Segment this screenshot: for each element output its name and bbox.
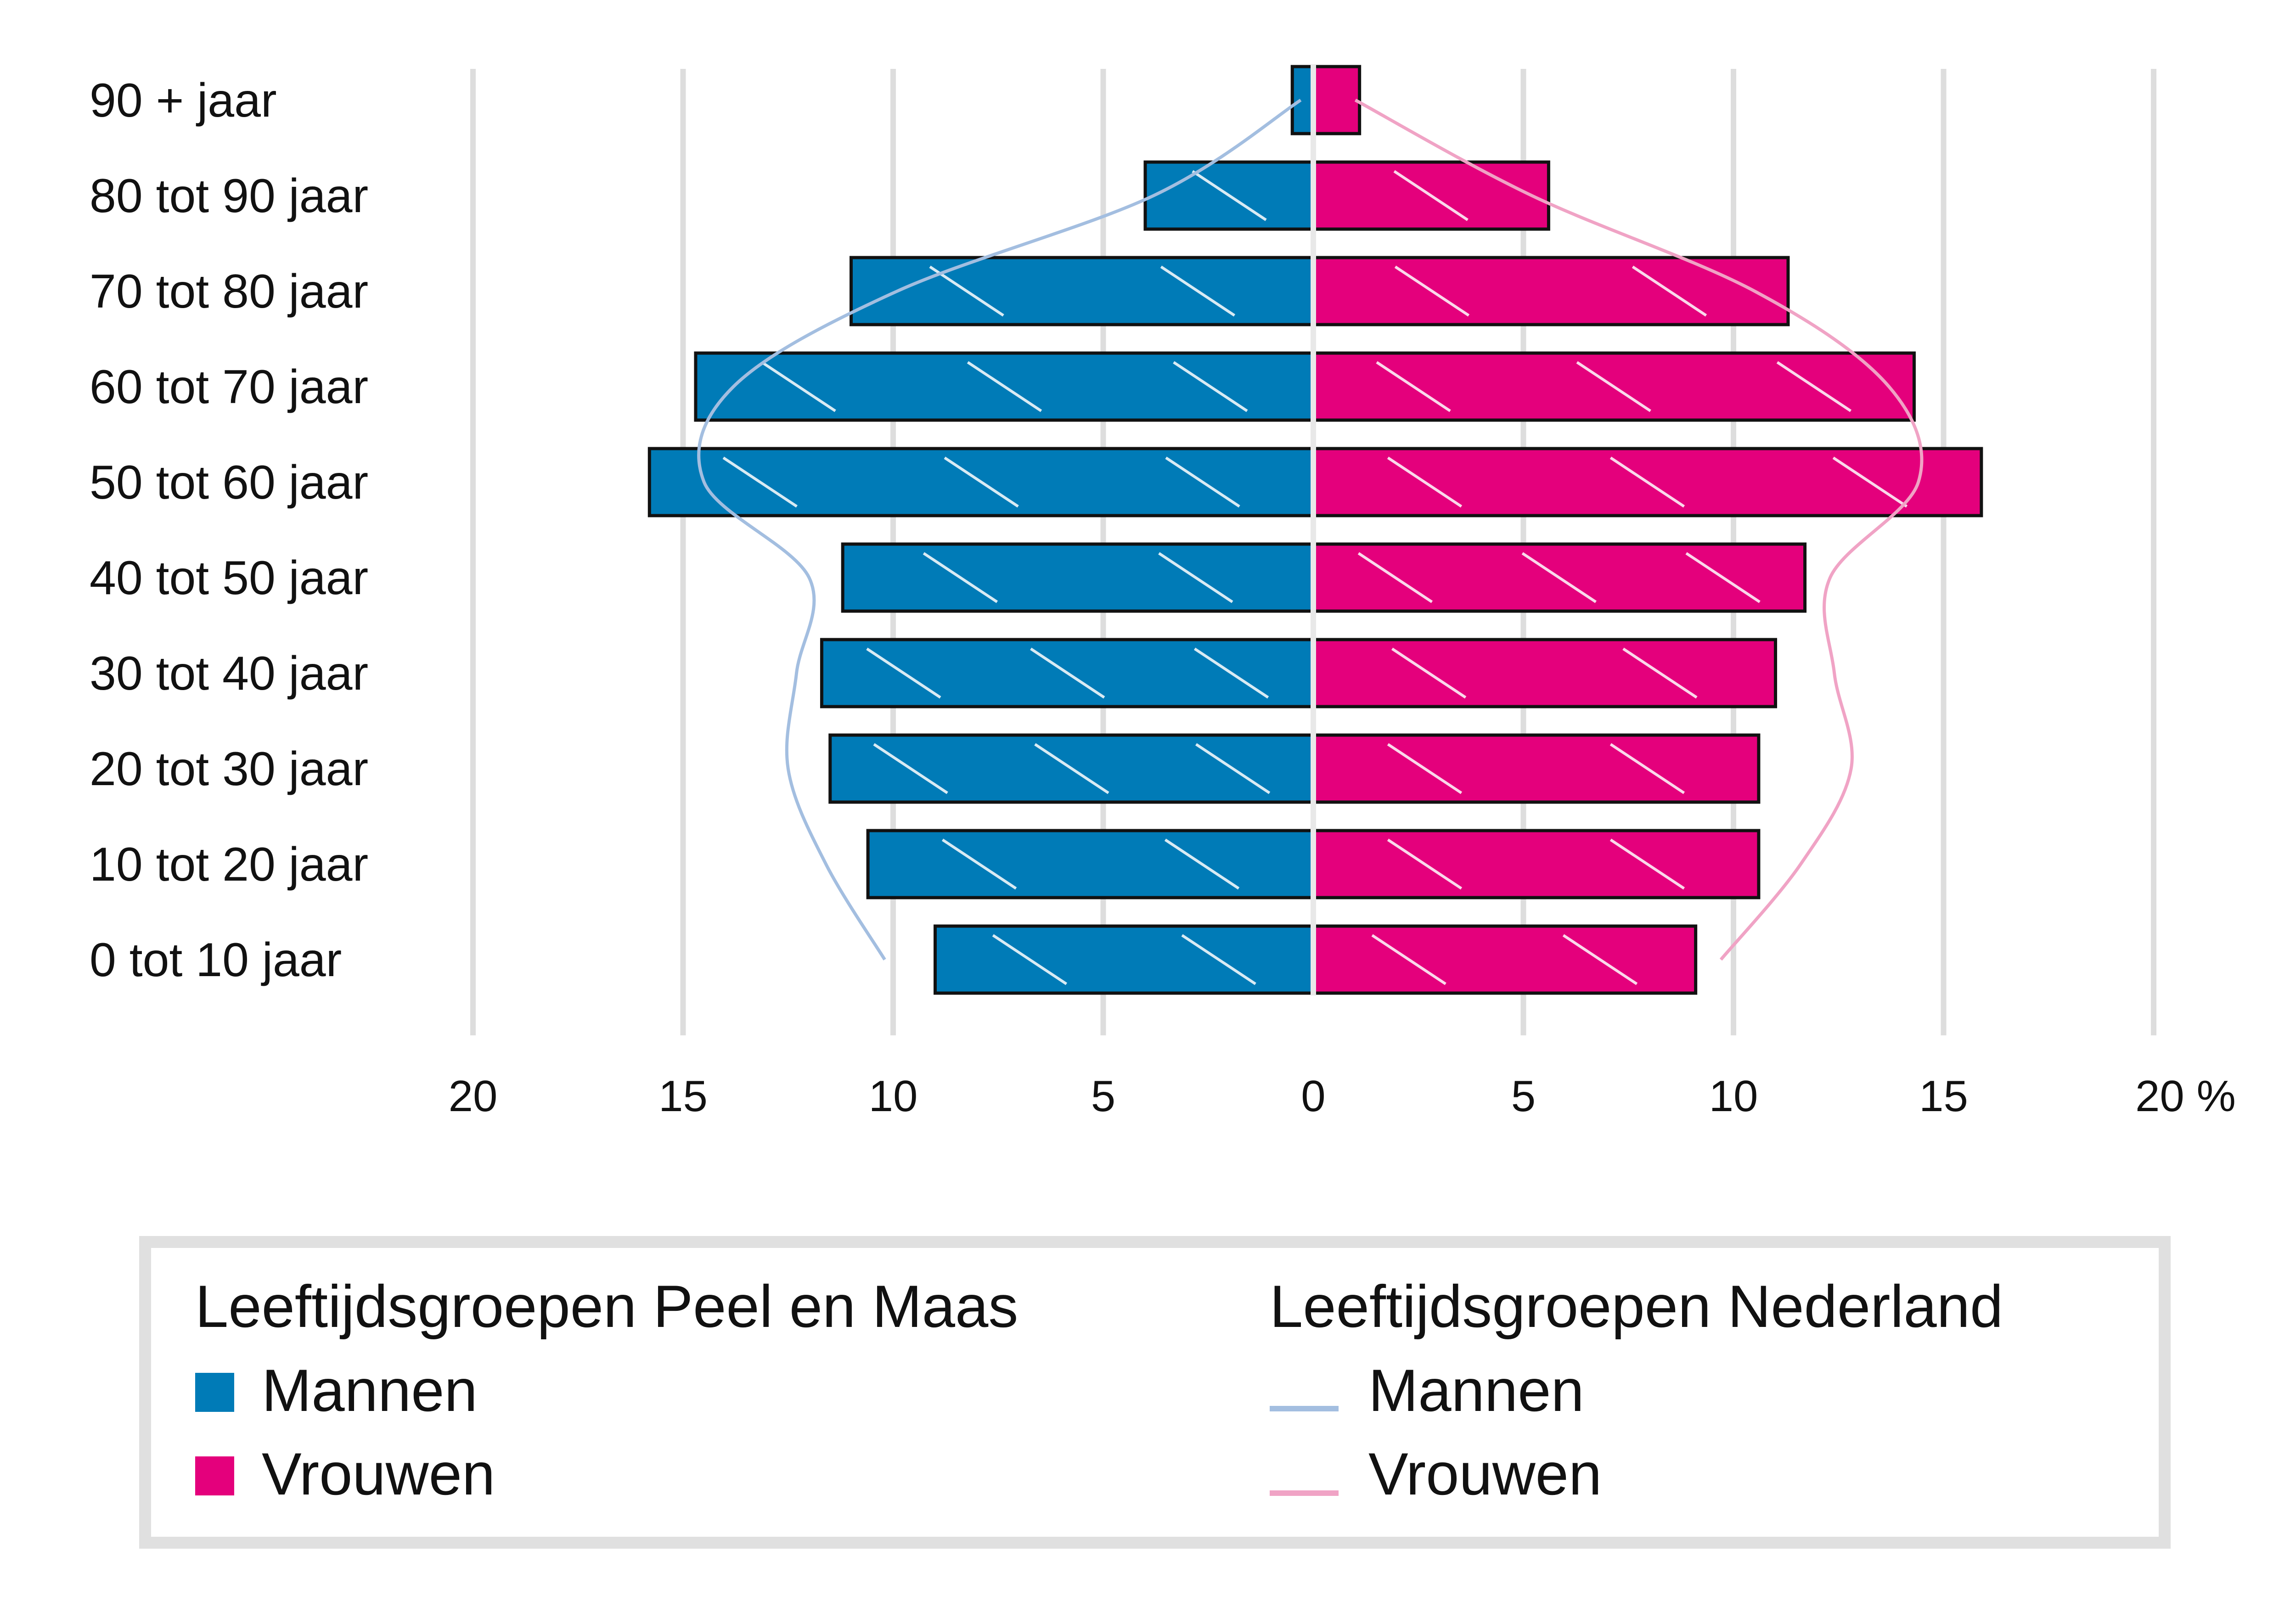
category-label: 40 tot 50 jaar [90, 551, 368, 605]
category-label: 80 tot 90 jaar [90, 169, 368, 223]
category-label: 50 tot 60 jaar [90, 456, 368, 509]
bar-hatch [873, 743, 948, 794]
bars [647, 64, 1983, 995]
bar-vrouwen [1311, 924, 1698, 995]
category-label: 0 tot 10 jaar [90, 933, 342, 987]
legend-box [139, 1236, 2171, 1549]
line-nederland-vrouwen [1354, 98, 1924, 961]
bar-hatch [1685, 552, 1761, 603]
bar-hatch [1173, 361, 1248, 412]
line-nederland-mannen [697, 99, 1302, 961]
bar-hatch [1181, 934, 1256, 985]
bar-hatch [761, 361, 836, 412]
bar-hatch [944, 456, 1019, 508]
bar-hatch [1609, 743, 1685, 794]
x-axis-ticks: 20 15 10 5 0 5 10 15 20 % [449, 1072, 2236, 1121]
bar-mannen [850, 256, 1315, 326]
bar-hatch [1193, 647, 1269, 699]
category-label: 20 tot 30 jaar [90, 742, 368, 796]
bar-mannen [934, 924, 1315, 995]
bar-hatch [1562, 934, 1638, 985]
category-label: 30 tot 40 jaar [90, 647, 368, 700]
legend-label-male-bar: Mannen [262, 1357, 478, 1424]
x-tick-label: 15 [658, 1072, 708, 1121]
bar-hatch [1609, 456, 1685, 508]
bar-hatch [992, 934, 1068, 985]
bar-hatch [1394, 265, 1470, 317]
bar-hatch [1357, 552, 1433, 603]
bar-hatch [1391, 647, 1467, 699]
category-label: 90 + jaar [90, 74, 277, 127]
bar-hatch [1609, 838, 1685, 890]
bar-hatch [1376, 361, 1451, 412]
bar-hatch [1387, 456, 1463, 508]
x-tick-label: 5 [1511, 1072, 1536, 1121]
bar-hatch [923, 552, 998, 603]
legend-title-national: Leeftijdsgroepen Nederland [1270, 1273, 2003, 1340]
bar-vrouwen [1311, 256, 1790, 326]
legend: Leeftijdsgroepen Peel en Maas Mannen Vro… [139, 1236, 2171, 1549]
bar-hatch [1393, 170, 1469, 221]
bar-vrouwen [1311, 638, 1777, 708]
reference-lines [697, 98, 1924, 961]
bar-hatch [1192, 170, 1267, 221]
bar-hatch [1030, 647, 1105, 699]
bar-hatch [1158, 552, 1233, 603]
bar-hatch [1160, 265, 1236, 317]
bar-vrouwen [1311, 829, 1761, 899]
legend-swatch-male-bar [195, 1373, 234, 1412]
bar-mannen [841, 542, 1315, 613]
bar-hatch [1387, 743, 1463, 794]
bar-hatch [1632, 265, 1707, 317]
bar-hatch [941, 838, 1017, 890]
bar-hatch [1622, 647, 1698, 699]
legend-label-female-line: Vrouwen [1368, 1440, 1602, 1507]
bar-vrouwen [1311, 733, 1761, 804]
bar-hatch [929, 265, 1004, 317]
bar-mannen [866, 829, 1315, 899]
category-labels: 90 + jaar 80 tot 90 jaar 70 tot 80 jaar 60 … [90, 74, 368, 987]
bar-hatch [1164, 838, 1240, 890]
bar-hatch [866, 647, 941, 699]
bar-hatch [1165, 456, 1240, 508]
category-label: 60 tot 70 jaar [90, 360, 368, 414]
bar-hatch [1195, 743, 1271, 794]
legend-swatch-female-bar [195, 1456, 234, 1495]
x-tick-label: 20 [449, 1072, 498, 1121]
bar-hatch [1521, 552, 1597, 603]
bar-hatch [1371, 934, 1446, 985]
x-tick-label: 10 [869, 1072, 918, 1121]
bar-hatch [1034, 743, 1109, 794]
bar-mannen [1290, 65, 1315, 135]
legend-label-female-bar: Vrouwen [262, 1440, 495, 1507]
bar-hatch [1832, 456, 1908, 508]
bar-hatch [722, 456, 798, 508]
legend-title-local: Leeftijdsgroepen Peel en Maas [195, 1273, 1018, 1340]
category-label: 70 tot 80 jaar [90, 265, 368, 318]
bar-hatch [967, 361, 1042, 412]
x-tick-label: 5 [1091, 1072, 1115, 1121]
bar-hatch [1776, 361, 1852, 412]
x-tick-label: 0 [1301, 1072, 1325, 1121]
bar-hatch [1387, 838, 1463, 890]
x-tick-label: 10 [1709, 1072, 1758, 1121]
category-label: 10 tot 20 jaar [90, 838, 368, 891]
x-tick-label: 15 [1919, 1072, 1968, 1121]
bar-vrouwen [1311, 65, 1362, 135]
bar-hatch [1576, 361, 1651, 412]
x-tick-label: 20 % [2135, 1072, 2236, 1121]
legend-label-male-line: Mannen [1368, 1357, 1584, 1424]
